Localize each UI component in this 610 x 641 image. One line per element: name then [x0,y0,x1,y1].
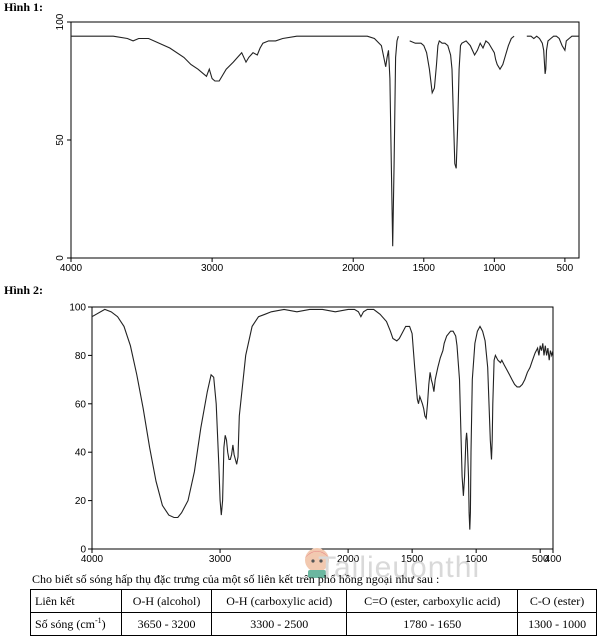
x-tick-label: 4000 [60,263,83,274]
x-tick-label: 3000 [209,554,232,565]
y-tick-label: 0 [80,545,86,556]
table-cell: O-H (alcohol) [120,589,213,613]
plot-frame [70,21,580,259]
table-row-header: Số sóng (cm-1) [30,612,122,636]
figure1-spectrum: 4000 3000 2000 1500 1000 500 0 50 100 [55,13,580,274]
x-tick-label: 500 [532,554,549,565]
series-line [91,308,554,530]
x-tick-label: 3000 [201,263,224,274]
table-cell: 3300 - 2500 [211,612,348,636]
series-line [526,35,579,74]
x-tick-label: 400 [545,554,562,565]
x-tick-label: 1500 [413,263,436,274]
table-row: Số sóng (cm-1) 3650 - 3200 3300 - 2500 1… [30,612,597,636]
table-row: Liên kết O-H (alcohol) O-H (carboxylic a… [30,589,597,613]
x-tick-label: 1000 [465,554,488,565]
table-cell: 1780 - 1650 [346,612,519,636]
series-line [409,35,515,169]
x-tick-label: 1000 [483,263,506,274]
watermark-text: Tailieuonthi [318,551,481,584]
y-tick-label: 40 [75,448,87,459]
y-tick-label: 0 [55,255,66,261]
plot-frame [91,306,554,550]
watermark-mascot-icon [300,545,334,584]
x-tick-label: 2000 [337,554,360,565]
x-tick-label: 2000 [342,263,365,274]
x-tick-label: 1500 [401,554,424,565]
bond-wavenumber-table: Liên kết O-H (alcohol) O-H (carboxylic a… [30,589,597,636]
y-tick-label: 20 [75,496,87,507]
y-tick-label: 80 [75,351,87,362]
figure2-label: Hình 2: [4,283,44,297]
table-row-header: Liên kết [30,589,122,613]
table-cell: 1300 - 1000 [517,612,597,636]
note-text: Cho biết số sóng hấp thụ đặc trưng của m… [32,572,440,586]
y-tick-label: 60 [75,399,87,410]
y-tick-label: 50 [55,134,66,146]
series-line [71,35,399,247]
x-tick-label: 500 [557,263,574,274]
table-cell: C=O (ester, carboxylic acid) [346,589,519,613]
y-tick-label: 100 [69,303,86,314]
y-tick-label: 100 [55,13,66,30]
x-tick-label: 4000 [81,554,104,565]
figure1-label: Hình 1: [4,0,44,14]
table-cell: O-H (carboxylic acid) [211,589,348,613]
table-cell: 3650 - 3200 [120,612,213,636]
table-cell: C-O (ester) [517,589,597,613]
